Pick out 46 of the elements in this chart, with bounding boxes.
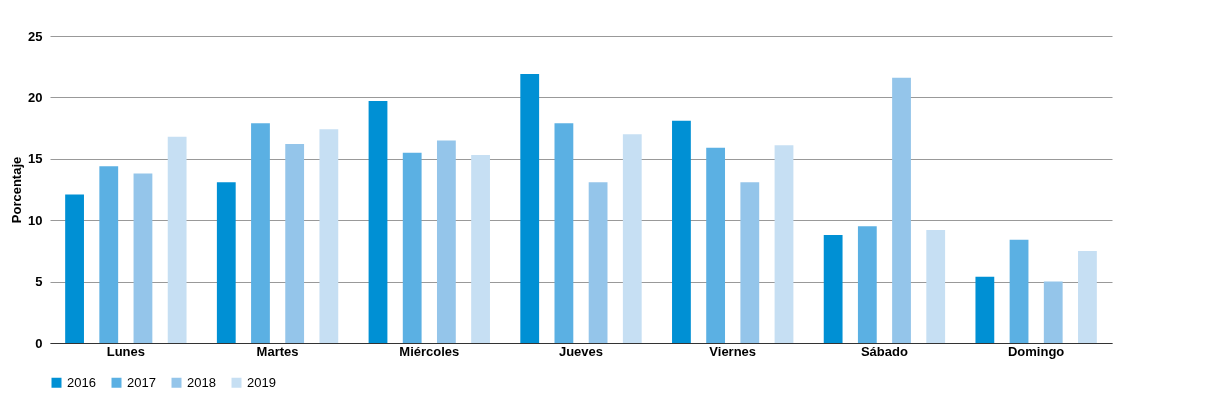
bar <box>774 145 794 343</box>
bar <box>892 77 911 343</box>
bar <box>926 230 946 343</box>
y-tick-label: 0 <box>35 335 43 351</box>
x-tick-label: Lunes <box>106 343 146 359</box>
bar <box>402 152 422 343</box>
y-tick-label: 10 <box>28 212 43 228</box>
bar <box>285 144 305 343</box>
y-tick-label: 5 <box>35 274 43 290</box>
bar <box>65 194 84 343</box>
bar <box>133 173 153 343</box>
bar <box>319 129 339 343</box>
bar <box>588 182 608 343</box>
y-tick-label: 20 <box>28 89 43 105</box>
y-axis-title: Porcentaje <box>9 156 25 224</box>
bar <box>251 123 270 343</box>
bar <box>975 276 995 343</box>
bar <box>706 147 726 343</box>
bar <box>672 120 691 343</box>
bar <box>368 101 388 343</box>
bar <box>1043 281 1063 343</box>
bar <box>740 182 760 343</box>
bar <box>520 74 540 343</box>
bar <box>471 155 490 343</box>
legend-label: 2017 <box>127 374 156 390</box>
bar <box>216 182 236 343</box>
bar <box>823 234 843 343</box>
bar <box>1078 250 1097 343</box>
x-tick-label: Domingo <box>1007 343 1065 359</box>
legend-label: 2019 <box>247 374 276 390</box>
x-tick-label: Viernes <box>709 343 757 359</box>
bar <box>1009 239 1029 343</box>
bar <box>622 134 642 343</box>
legend-label: 2018 <box>187 374 216 390</box>
legend-label: 2016 <box>67 374 96 390</box>
bar <box>167 136 187 343</box>
bar <box>99 166 119 343</box>
y-tick-label: 15 <box>28 151 43 167</box>
bar <box>857 226 877 343</box>
x-tick-label: Miércoles <box>399 343 460 359</box>
y-tick-label: 25 <box>28 28 43 44</box>
bar <box>554 123 574 343</box>
x-tick-label: Jueves <box>558 343 604 359</box>
bar <box>436 140 456 343</box>
x-tick-label: Sábado <box>860 343 908 359</box>
x-tick-label: Martes <box>256 343 299 359</box>
